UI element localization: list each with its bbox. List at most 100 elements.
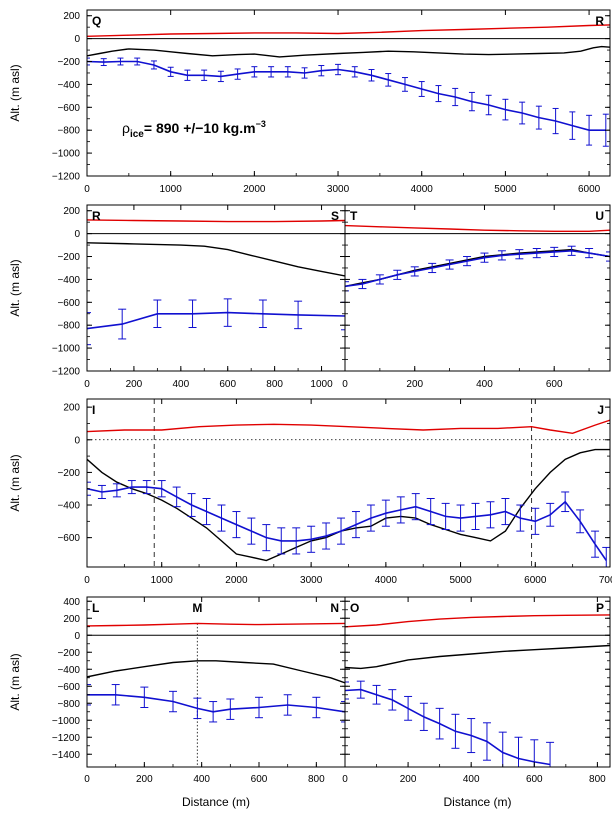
corner-label-right: S	[331, 209, 339, 223]
panel-ln: 0 200 400 600 800 400 200 0 −200 −400 −600 −800 −100…	[8, 596, 346, 809]
y-tick-label: −1400	[52, 750, 81, 761]
corner-label-left: O	[350, 601, 359, 615]
y-tick-label: 400	[63, 597, 80, 608]
panel-qr: 0 1000 2000 3000 4000 5000 60002000−200−400−60…	[8, 9, 611, 195]
y-tick-label: 200	[63, 11, 80, 22]
x-tick-label: 600	[251, 774, 268, 785]
x-tick-label: 200	[126, 379, 143, 390]
y-tick-label: 0	[74, 631, 80, 642]
x-tick-label: 600	[219, 379, 236, 390]
axes-frame	[344, 596, 611, 768]
corner-label-mid: M	[192, 601, 202, 615]
x-tick-label: 1000	[160, 184, 183, 195]
y-tick-label: 0	[74, 229, 80, 240]
corner-label-left: T	[350, 209, 358, 223]
y-tick-label: −200	[57, 57, 80, 68]
surface-line	[345, 614, 610, 628]
x-tick-label: 200	[136, 774, 153, 785]
axes-frame	[86, 9, 611, 177]
y-tick-label: −600	[57, 533, 80, 544]
x-tick-label: 0	[84, 184, 90, 195]
inferred-line	[87, 693, 345, 713]
y-tick-label: −400	[57, 501, 80, 512]
y-tick-label: −1200	[52, 733, 81, 744]
panel-op: 0 200 400 600 800 O P Distance (m)	[342, 596, 611, 809]
x-tick-label: 4000	[375, 575, 398, 586]
panel-ij: 010002000300040005000600070002000−200−40…	[8, 398, 612, 586]
y-tick-label: −200	[57, 252, 80, 263]
corner-label-right: N	[330, 601, 339, 615]
density-annotation: ρice= 890 +/−10 kg.m−3	[122, 119, 266, 140]
x-axis-label: Distance (m)	[182, 795, 250, 809]
panel-rs: 0 200 400 600 800 1000 200 0 −200 −400 −600 −800 −10…	[8, 204, 346, 390]
y-tick-label: −400	[57, 275, 80, 286]
x-tick-label: 6000	[524, 575, 547, 586]
y-tick-label: −800	[57, 321, 80, 332]
axes-frame	[86, 204, 346, 372]
y-tick-label: 0	[74, 435, 80, 446]
y-tick-label: 0	[74, 34, 80, 45]
y-tick-label: 200	[63, 614, 80, 625]
y-tick-label: −1200	[52, 367, 81, 378]
x-tick-label: 0	[84, 379, 90, 390]
x-tick-label: 600	[546, 379, 563, 390]
x-tick-label: 5000	[449, 575, 472, 586]
inferred-line	[345, 249, 610, 288]
y-axis-label: Alt. (m asl)	[8, 259, 22, 316]
bed-line	[87, 45, 610, 58]
x-tick-label: 400	[193, 774, 210, 785]
y-tick-label: −400	[57, 665, 80, 676]
x-tick-label: 3000	[327, 184, 350, 195]
y-tick-label: −600	[57, 103, 80, 114]
y-tick-label: −600	[57, 298, 80, 309]
inferred-line	[87, 311, 345, 330]
x-tick-label: 0	[342, 379, 348, 390]
x-tick-label: 400	[476, 379, 493, 390]
surface-line	[87, 419, 610, 435]
surface-line	[87, 622, 345, 627]
x-tick-label: 400	[172, 379, 189, 390]
y-tick-label: −600	[57, 682, 80, 693]
x-tick-label: 800	[266, 379, 283, 390]
x-tick-label: 800	[589, 774, 606, 785]
x-tick-label: 800	[308, 774, 325, 785]
surface-line	[345, 224, 610, 233]
x-tick-label: 2000	[225, 575, 248, 586]
y-tick-label: −1000	[52, 716, 81, 727]
surface-line	[87, 24, 610, 37]
x-tick-label: 600	[526, 774, 543, 785]
x-tick-label: 0	[84, 774, 90, 785]
y-tick-label: −200	[57, 648, 80, 659]
y-tick-label: −1000	[52, 344, 81, 355]
x-tick-label: 0	[342, 774, 348, 785]
x-tick-label: 6000	[578, 184, 601, 195]
x-tick-label: 5000	[494, 184, 517, 195]
x-axis-label: Distance (m)	[443, 795, 511, 809]
x-tick-label: 3000	[300, 575, 323, 586]
bed-line	[345, 644, 610, 670]
y-axis-label: Alt. (m asl)	[8, 653, 22, 710]
corner-label-left: Q	[92, 14, 101, 28]
y-tick-label: 200	[63, 403, 80, 414]
surface-line	[87, 219, 345, 223]
bed-line	[87, 242, 345, 277]
corner-label-left: L	[92, 601, 99, 615]
inferred-line	[87, 60, 606, 131]
y-tick-label: −1000	[52, 149, 81, 160]
x-tick-label: 1000	[310, 379, 333, 390]
corner-label-left: R	[92, 209, 101, 223]
axes-frame	[344, 204, 611, 372]
y-tick-label: −200	[57, 468, 80, 479]
y-tick-label: 200	[63, 206, 80, 217]
y-tick-label: −800	[57, 126, 80, 137]
corner-label-left: I	[92, 403, 95, 417]
corner-label-right: U	[595, 209, 604, 223]
x-tick-label: 200	[400, 774, 417, 785]
corner-label-right: P	[596, 601, 604, 615]
x-tick-label: 400	[463, 774, 480, 785]
y-tick-label: −800	[57, 699, 80, 710]
x-tick-label: 200	[406, 379, 423, 390]
inferred-line	[87, 486, 607, 561]
y-tick-label: −1200	[52, 172, 81, 183]
x-tick-label: 1000	[151, 575, 174, 586]
